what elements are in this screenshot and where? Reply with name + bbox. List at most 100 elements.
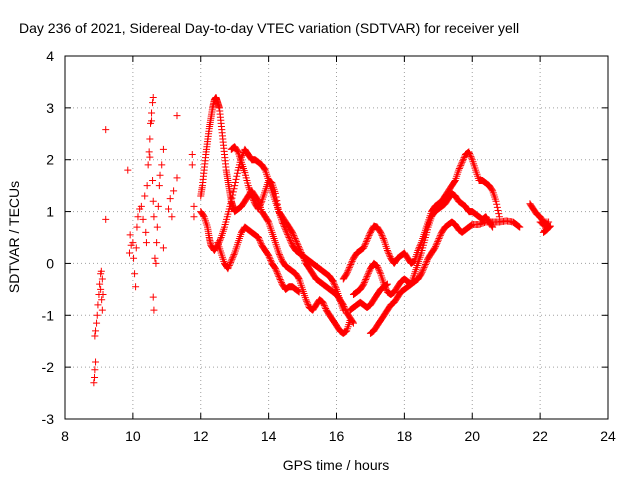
data-point-early-sparse: [144, 161, 152, 169]
data-point-main-trace-b: [292, 236, 300, 244]
x-tick-label: 10: [125, 428, 141, 444]
data-point-main-trace-b: [290, 231, 298, 239]
data-point-early-sparse: [124, 166, 132, 174]
data-point-end-cluster: [540, 221, 548, 229]
data-point-main-trace-b: [292, 238, 300, 246]
data-point-main-trace-d: [330, 281, 338, 289]
data-point-late-trace-a: [494, 207, 502, 215]
data-point-late-trace-a: [365, 231, 373, 239]
data-point-main-trace-b: [233, 169, 241, 177]
data-point-late-trace-a: [415, 245, 423, 253]
data-point-main-trace-a: [302, 296, 310, 304]
data-point-early-sparse: [93, 311, 101, 319]
data-point-early-sparse: [97, 285, 105, 293]
data-point-late-trace-c: [422, 259, 430, 267]
data-point-early-sparse: [131, 270, 139, 278]
data-point-late-trace-b: [362, 274, 370, 282]
data-point-early-sparse: [133, 223, 141, 231]
x-tick-label: 22: [532, 428, 548, 444]
data-point-late-trace-a: [364, 235, 372, 243]
data-point-main-trace-c: [277, 277, 285, 285]
data-point-late-trace-a: [455, 165, 463, 173]
data-point-main-trace-b: [233, 172, 241, 180]
data-point-late-trace-c: [431, 244, 439, 252]
data-point-early-sparse: [96, 280, 104, 288]
data-point-late-trace-a: [488, 186, 496, 194]
data-point-late-trace-c: [432, 242, 440, 250]
data-point-early-sparse: [159, 244, 167, 252]
data-point-early-sparse: [155, 182, 163, 190]
data-point-early-sparse: [158, 161, 166, 169]
data-point-late-trace-a: [451, 177, 459, 185]
data-point-main-trace-c: [225, 263, 233, 271]
data-point-main-trace-d: [281, 224, 289, 232]
data-point-late-trace-a: [457, 161, 465, 169]
data-point-main-trace-c: [276, 276, 284, 284]
data-point-late-trace-c: [516, 223, 524, 231]
data-point-early-sparse: [132, 244, 140, 252]
data-point-late-trace-a: [345, 265, 353, 273]
data-point-early-sparse: [153, 239, 161, 247]
data-point-early-sparse: [142, 228, 150, 236]
data-point-late-trace-a: [456, 163, 464, 171]
data-point-late-trace-a: [347, 260, 355, 268]
data-point-main-trace-c: [230, 251, 238, 259]
data-point-early-sparse: [149, 197, 157, 205]
data-point-late-trace-d: [383, 281, 391, 289]
data-point-late-trace-b: [362, 276, 370, 284]
data-point-main-trace-d: [248, 194, 256, 202]
data-point-early-sparse: [125, 249, 133, 257]
data-point-main-trace-d: [254, 205, 262, 213]
data-point-early-sparse: [152, 259, 160, 267]
data-point-main-trace-d: [286, 235, 294, 243]
data-point-early-sparse: [149, 176, 157, 184]
data-point-main-trace-b: [289, 230, 297, 238]
data-point-early-sparse: [94, 301, 102, 309]
data-point-main-trace-a: [264, 217, 272, 225]
data-point-late-trace-b: [373, 262, 381, 270]
data-point-main-trace-c: [254, 234, 262, 241]
data-point-early-sparse: [139, 215, 147, 223]
data-point-main-trace-b: [288, 228, 296, 236]
data-point-late-trace-a: [383, 246, 391, 254]
data-point-late-trace-a: [466, 151, 474, 159]
data-point-main-trace-d: [256, 202, 264, 210]
data-point-main-trace-d: [282, 226, 290, 234]
data-point-main-trace-d: [255, 203, 263, 211]
data-point-early-sparse: [97, 267, 105, 275]
data-point-main-trace-b: [231, 182, 239, 190]
data-point-main-trace-b: [229, 188, 237, 196]
data-point-late-trace-c: [418, 268, 426, 276]
data-point-late-trace-a: [348, 257, 356, 265]
data-point-main-trace-c: [294, 287, 302, 295]
data-point-late-trace-a: [362, 238, 370, 246]
data-point-early-sparse: [102, 126, 110, 134]
y-tick-label: 3: [46, 100, 54, 116]
data-point-main-trace-c: [272, 266, 280, 274]
data-point-late-trace-b: [360, 279, 368, 287]
data-point-late-trace-a: [362, 239, 370, 247]
data-point-main-trace-c: [256, 238, 264, 246]
data-point-main-trace-c: [226, 260, 234, 268]
data-point-main-trace-d: [256, 200, 264, 208]
data-point-late-trace-a: [361, 241, 369, 249]
data-point-early-sparse: [130, 254, 138, 262]
data-point-main-trace-d: [257, 199, 265, 207]
data-point-main-trace-a: [320, 300, 328, 308]
data-point-late-trace-b: [360, 280, 368, 288]
data-point-main-trace-b: [290, 233, 298, 241]
data-point-early-sparse: [170, 187, 178, 195]
data-point-main-trace-c: [265, 253, 273, 261]
data-point-late-trace-b: [375, 267, 383, 275]
data-point-late-trace-a: [467, 153, 475, 161]
data-point-main-trace-c: [295, 288, 303, 296]
data-point-late-trace-b: [488, 222, 496, 230]
data-point-late-trace-a: [458, 158, 466, 166]
data-point-early-sparse: [141, 192, 149, 200]
data-point-late-trace-a: [345, 264, 353, 272]
x-tick-label: 14: [261, 428, 277, 444]
data-point-late-trace-c: [436, 231, 444, 239]
data-point-main-trace-d: [250, 197, 258, 205]
data-point-early-sparse: [146, 135, 154, 143]
data-point-main-trace-d: [332, 284, 340, 292]
